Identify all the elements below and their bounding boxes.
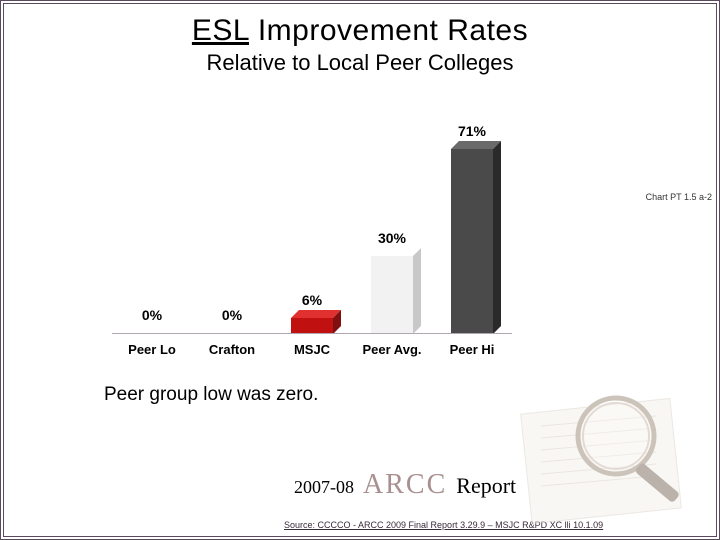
bar-group: 30% <box>357 256 427 334</box>
bar-face <box>371 256 413 334</box>
footer-arcc: ARCC <box>363 469 447 500</box>
category-label: Peer Lo <box>117 336 187 364</box>
title-underlined: ESL <box>192 14 249 47</box>
chart-reference: Chart PT 1.5 a-2 <box>646 192 712 202</box>
bar-value-label: 30% <box>378 230 406 246</box>
bar: 6% <box>291 318 333 334</box>
chart-baseline <box>112 333 512 334</box>
footer-report: Report <box>456 473 516 498</box>
bar-chart: 0% 0% 6% 30% 71% Peer Lo Crafton MSJC Peer Avg.… <box>112 124 512 364</box>
bar: 30% <box>371 256 413 334</box>
title-rest: Improvement Rates <box>249 14 528 47</box>
slide-frame: ESL Improvement Rates Relative to Local … <box>0 0 720 540</box>
bar-value-label: 0% <box>222 307 242 323</box>
bar-value-label: 0% <box>142 307 162 323</box>
bar-face <box>451 149 493 334</box>
magnifier-decor-icon <box>496 366 696 526</box>
source-line: Source: CCCCO - ARCC 2009 Final Report 3… <box>284 520 603 530</box>
bar-group: 71% <box>437 149 507 334</box>
bar-value-label: 6% <box>302 292 322 308</box>
category-labels: Peer Lo Crafton MSJC Peer Avg. Peer Hi <box>112 336 512 364</box>
page-title: ESL Improvement Rates <box>4 14 716 48</box>
bar-side-face <box>413 248 421 334</box>
page-subtitle: Relative to Local Peer Colleges <box>4 50 716 76</box>
note-text: Peer group low was zero. <box>104 384 318 406</box>
category-label: Peer Avg. <box>357 336 427 364</box>
bar-group: 6% <box>277 318 347 334</box>
bar-face <box>291 318 333 334</box>
category-label: Crafton <box>197 336 267 364</box>
bars-container: 0% 0% 6% 30% 71% <box>112 124 512 334</box>
footer-title: 2007-08 ARCC Report <box>294 469 516 501</box>
category-label: Peer Hi <box>437 336 507 364</box>
bar: 71% <box>451 149 493 334</box>
bar-value-label: 71% <box>458 123 486 139</box>
footer-year: 2007-08 <box>294 477 354 497</box>
category-label: MSJC <box>277 336 347 364</box>
bar-side-face <box>493 141 501 334</box>
